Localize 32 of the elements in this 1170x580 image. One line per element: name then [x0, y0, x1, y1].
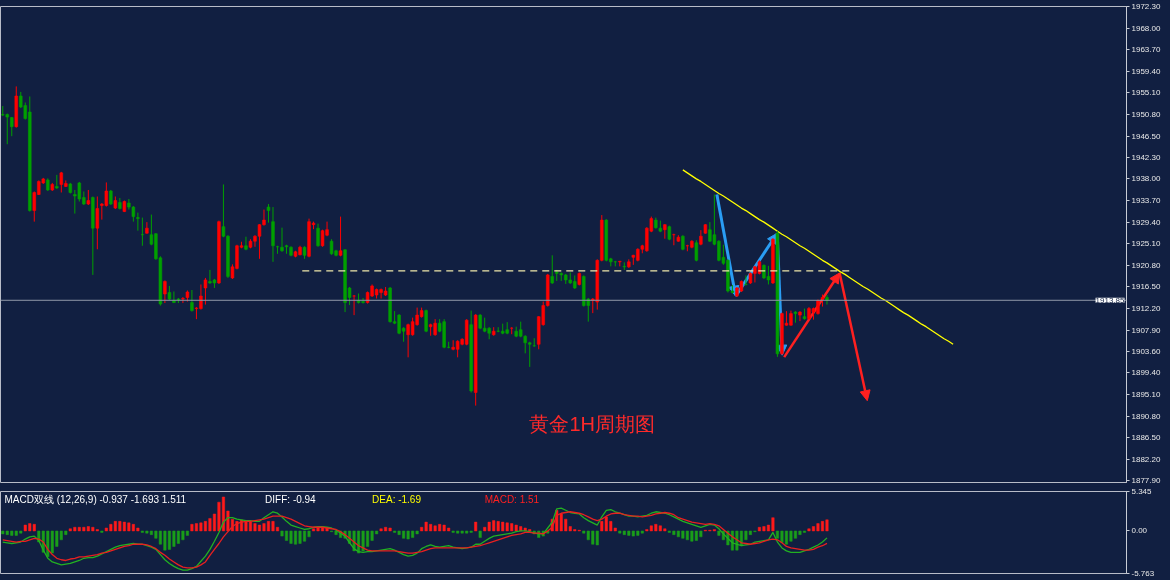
annotation: DEA: -1.69: [372, 493, 422, 505]
y-tick-label: 1890.80: [1131, 411, 1161, 421]
chart-title: MACD双线 (12,26,9) -0.937 -1.693 1.511: [4, 493, 187, 505]
y-tick-label: 1959.40: [1131, 66, 1161, 76]
y-tick-label: 1925.10: [1131, 239, 1161, 249]
annotation: MACD: 1.51: [484, 493, 540, 505]
y-tick-label: 1903.60: [1131, 347, 1161, 357]
y-tick-label: 1886.50: [1131, 433, 1161, 443]
y-tick-label: 1895.10: [1131, 390, 1161, 400]
y-tick-label: 1963.70: [1131, 45, 1161, 55]
y-tick-label: 0.00: [1131, 526, 1148, 536]
annotation: DIFF: -0.94: [265, 493, 317, 505]
y-tick-label: 1882.20: [1131, 454, 1161, 464]
y-tick-label: 1920.80: [1131, 260, 1161, 270]
y-tick-label: 1972.30: [1131, 2, 1161, 11]
y-tick-label: 5.345: [1131, 487, 1153, 496]
y-tick-label: 1968.00: [1131, 23, 1161, 33]
y-tick-label: 1877.90: [1131, 476, 1161, 486]
text: 黄金1H周期图: [529, 412, 656, 435]
y-tick-label: 1912.20: [1131, 304, 1161, 314]
y-tick-label: 1929.40: [1131, 217, 1161, 227]
y-tick-label: 1933.70: [1131, 196, 1161, 206]
y-tick-label: 1946.50: [1131, 131, 1161, 141]
y-tick-label: 1907.90: [1131, 325, 1161, 335]
y-tick-label: 1916.50: [1131, 282, 1161, 292]
y-tick-label: 1955.10: [1131, 88, 1161, 98]
ref-line-label: 1913.85: [1095, 295, 1126, 305]
y-tick-label: 1942.30: [1131, 152, 1161, 162]
y-tick-label: -5.763: [1131, 569, 1155, 578]
y-tick-label: 1899.40: [1131, 368, 1161, 378]
y-tick-label: 1950.80: [1131, 110, 1161, 120]
y-tick-label: 1938.00: [1131, 174, 1161, 184]
